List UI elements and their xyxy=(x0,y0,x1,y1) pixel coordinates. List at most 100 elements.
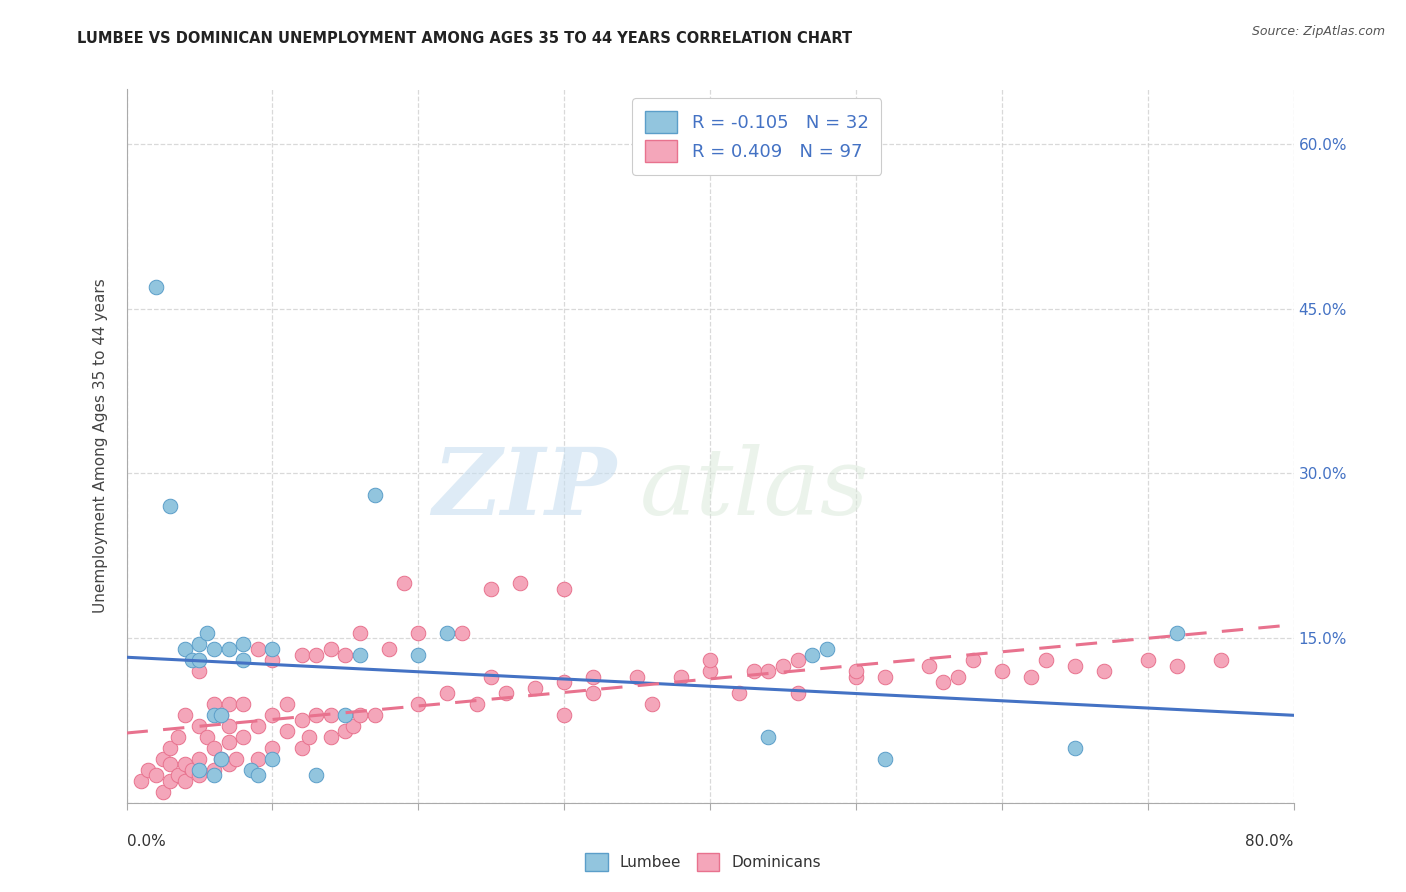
Point xyxy=(640,697,664,711)
Point xyxy=(138,763,160,777)
Point xyxy=(1063,740,1085,755)
Text: ZIP: ZIP xyxy=(433,444,617,533)
Point xyxy=(990,664,1012,678)
Point xyxy=(1019,669,1042,683)
Point xyxy=(669,669,692,683)
Point xyxy=(875,669,897,683)
Point xyxy=(232,637,254,651)
Point xyxy=(335,724,357,739)
Point xyxy=(932,675,955,690)
Point xyxy=(232,697,254,711)
Point xyxy=(756,664,779,678)
Point xyxy=(181,653,204,667)
Point xyxy=(202,642,225,657)
Point xyxy=(1035,653,1057,667)
Point xyxy=(174,642,197,657)
Point xyxy=(159,740,181,755)
Point xyxy=(188,768,211,782)
Point xyxy=(218,697,240,711)
Point xyxy=(349,625,371,640)
Point xyxy=(262,740,284,755)
Point xyxy=(218,642,240,657)
Point xyxy=(218,735,240,749)
Point xyxy=(582,686,605,700)
Point xyxy=(290,648,312,662)
Point xyxy=(232,653,254,667)
Point xyxy=(298,730,321,744)
Point xyxy=(786,686,808,700)
Point xyxy=(129,773,152,788)
Point xyxy=(319,708,342,723)
Point xyxy=(451,625,474,640)
Point xyxy=(159,500,181,514)
Point xyxy=(479,582,502,596)
Point xyxy=(276,697,298,711)
Point xyxy=(152,785,174,799)
Point xyxy=(145,280,167,294)
Point xyxy=(202,763,225,777)
Point xyxy=(166,730,188,744)
Point xyxy=(225,752,247,766)
Point xyxy=(195,625,218,640)
Point xyxy=(188,719,211,733)
Text: LUMBEE VS DOMINICAN UNEMPLOYMENT AMONG AGES 35 TO 44 YEARS CORRELATION CHART: LUMBEE VS DOMINICAN UNEMPLOYMENT AMONG A… xyxy=(77,31,852,46)
Point xyxy=(408,697,430,711)
Point xyxy=(553,675,575,690)
Point xyxy=(218,757,240,772)
Point xyxy=(742,664,765,678)
Text: 0.0%: 0.0% xyxy=(127,834,166,848)
Point xyxy=(1166,658,1188,673)
Point xyxy=(408,625,430,640)
Point xyxy=(218,719,240,733)
Point xyxy=(465,697,488,711)
Point xyxy=(174,773,197,788)
Point xyxy=(262,752,284,766)
Point xyxy=(305,648,328,662)
Legend: Lumbee, Dominicans: Lumbee, Dominicans xyxy=(581,848,825,875)
Point xyxy=(209,708,232,723)
Point xyxy=(378,642,401,657)
Point xyxy=(1166,625,1188,640)
Point xyxy=(524,681,547,695)
Point xyxy=(815,642,838,657)
Point xyxy=(159,773,181,788)
Point xyxy=(188,763,211,777)
Point xyxy=(875,752,897,766)
Point xyxy=(349,648,371,662)
Point xyxy=(239,763,262,777)
Point xyxy=(335,648,357,662)
Point xyxy=(202,708,225,723)
Point xyxy=(232,730,254,744)
Point xyxy=(479,669,502,683)
Point xyxy=(202,697,225,711)
Point xyxy=(408,648,430,662)
Point xyxy=(626,669,648,683)
Point xyxy=(786,653,808,667)
Point xyxy=(181,763,204,777)
Point xyxy=(202,740,225,755)
Point xyxy=(553,708,575,723)
Point xyxy=(209,708,232,723)
Point xyxy=(246,752,269,766)
Point xyxy=(436,625,458,640)
Point xyxy=(174,708,197,723)
Point xyxy=(195,730,218,744)
Point xyxy=(305,768,328,782)
Point xyxy=(246,642,269,657)
Point xyxy=(699,664,721,678)
Point xyxy=(305,708,328,723)
Point xyxy=(946,669,969,683)
Point xyxy=(363,488,385,502)
Point xyxy=(188,752,211,766)
Point xyxy=(392,576,415,591)
Text: 80.0%: 80.0% xyxy=(1246,834,1294,848)
Point xyxy=(246,768,269,782)
Point xyxy=(845,669,868,683)
Point xyxy=(188,664,211,678)
Point xyxy=(145,768,167,782)
Point xyxy=(342,719,364,733)
Point xyxy=(1063,658,1085,673)
Point xyxy=(262,653,284,667)
Point xyxy=(209,752,232,766)
Point xyxy=(174,757,197,772)
